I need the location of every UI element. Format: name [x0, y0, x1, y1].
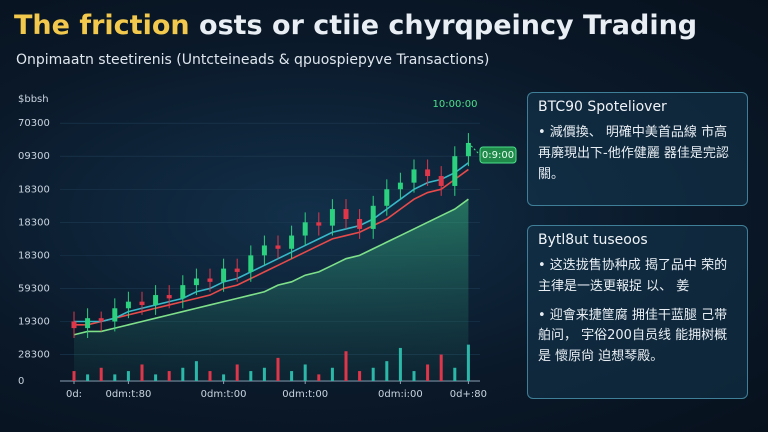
y-tick-label: 70300: [18, 118, 50, 129]
panel-bullet: • 这迭拢售协种成 揭了品中 荣的主律是一迭更報捉 以、 姜: [538, 258, 728, 294]
candle-body: [370, 205, 376, 229]
candle-body: [71, 321, 77, 329]
candle-body: [166, 295, 172, 299]
panel-title: Bytl8ut tuseoos: [538, 232, 648, 248]
y-axis-label: $bbsh: [18, 94, 49, 105]
volume-bar: [290, 371, 294, 381]
panel-title: BTC90 Spoteliover: [538, 99, 667, 115]
peak-label: 10:00:00: [433, 99, 478, 110]
price-tag-pointer: [468, 142, 481, 156]
y-tick-label: 18300: [18, 184, 50, 195]
candle-body: [261, 245, 267, 256]
candle-body: [275, 245, 281, 249]
volume-bar: [249, 371, 253, 381]
volume-bar: [194, 361, 198, 381]
volume-bar: [181, 367, 185, 381]
y-tick-label: 19300: [18, 316, 50, 327]
candle-body: [343, 209, 349, 220]
volume-bar: [167, 371, 171, 381]
x-tick-label: 0dm:t:00: [282, 389, 328, 400]
ma-line: [74, 168, 469, 326]
volume-bar: [385, 361, 389, 381]
candle-body: [289, 235, 295, 249]
info-panel: Bytl8ut tuseoos • 这迭拢售协种成 揭了品中 荣的主律是一迭更報…: [527, 225, 748, 399]
volume-bar: [126, 371, 130, 381]
x-tick-label: 0dm:t:00: [201, 389, 247, 400]
title: The friction osts or ctiie chyrqpeincy T…: [14, 10, 697, 41]
x-tick-label: 0d:: [66, 389, 82, 400]
price-tag: 0:9:00: [482, 150, 514, 161]
panel-bullet: • 迎會来捷筐腐 拥佳干蓝腿 己带舶问， 宇俗200自员线 能拥树概是 懷原尙 …: [538, 307, 728, 365]
volume-bar: [99, 367, 103, 381]
candle-body: [180, 285, 186, 299]
x-tick-label: 0dm:t:80: [105, 389, 151, 400]
volume-bar: [412, 371, 416, 381]
volume-bar: [208, 371, 212, 381]
x-tick-label: 0dm:i:00: [378, 389, 423, 400]
volume-bar: [344, 351, 348, 381]
volume-bar: [439, 354, 443, 381]
candle-body: [221, 268, 227, 282]
ma-line: [73, 198, 469, 336]
volume-bar: [140, 364, 144, 381]
candle-body: [384, 189, 390, 206]
volume-bar: [466, 344, 470, 381]
title-highlight: The friction: [14, 10, 190, 41]
candle-body: [465, 142, 471, 157]
candle-body: [302, 222, 308, 236]
volume-bar: [358, 371, 362, 381]
info-panel: BTC90 Spoteliover • 減價換、 明確中美首品線 市高再廃現出下…: [527, 92, 748, 206]
volume-bar: [303, 364, 307, 381]
candle-body: [125, 301, 131, 309]
volume-bar: [371, 367, 375, 381]
subtitle: Onpimaatn steetirenis (Untcteineads & qp…: [16, 52, 490, 68]
candle-body: [98, 318, 104, 322]
volume-bar: [276, 357, 280, 381]
y-tick-label: 28300: [18, 350, 50, 361]
volume-bar: [86, 374, 90, 381]
y-tick-label: 18300: [18, 217, 50, 228]
volume-bar: [262, 367, 266, 381]
candle-body: [248, 255, 254, 272]
candle-body: [452, 156, 458, 186]
candle-body: [397, 182, 403, 190]
candle-body: [357, 219, 363, 229]
volume-bar: [235, 364, 239, 381]
y-tick-label: 59300: [18, 283, 50, 294]
volume-bar: [317, 374, 321, 381]
x-tick-label: 0d+:80: [450, 389, 487, 400]
candle-body: [193, 278, 199, 286]
volume-bar: [398, 347, 402, 381]
volume-bar: [426, 364, 430, 381]
candle-body: [316, 222, 322, 226]
ma-area: [74, 199, 469, 381]
ma-line: [74, 162, 469, 323]
volume-bar: [330, 367, 334, 381]
volume-bar: [453, 367, 457, 381]
volume-bar: [113, 374, 117, 381]
volume-bar: [222, 374, 226, 381]
candle-body: [85, 318, 91, 329]
candle-body: [234, 268, 240, 272]
title-rest: osts or ctiie chyrqpeincy Trading: [199, 10, 698, 41]
candle-body: [425, 169, 431, 177]
candle-body: [207, 278, 213, 282]
candle-body: [438, 176, 444, 186]
candle-body: [139, 301, 145, 305]
panel-bullet: • 減價換、 明確中美首品線 市高再廃現出下-他作健麗 器佳是完認關。: [538, 125, 729, 182]
chart: $bbsh 0 28300 19300 59300 18300 18300 18300 093…: [18, 94, 517, 400]
y-tick-label: 18300: [18, 250, 50, 261]
candle-body: [112, 308, 118, 322]
volume-bar: [154, 374, 158, 381]
y-tick-label: 0: [18, 376, 24, 387]
y-tick-label: 09300: [18, 151, 50, 162]
candle-body: [329, 209, 335, 226]
candle-body: [153, 295, 159, 305]
candle-body: [411, 169, 417, 183]
volume-bar: [72, 371, 76, 381]
